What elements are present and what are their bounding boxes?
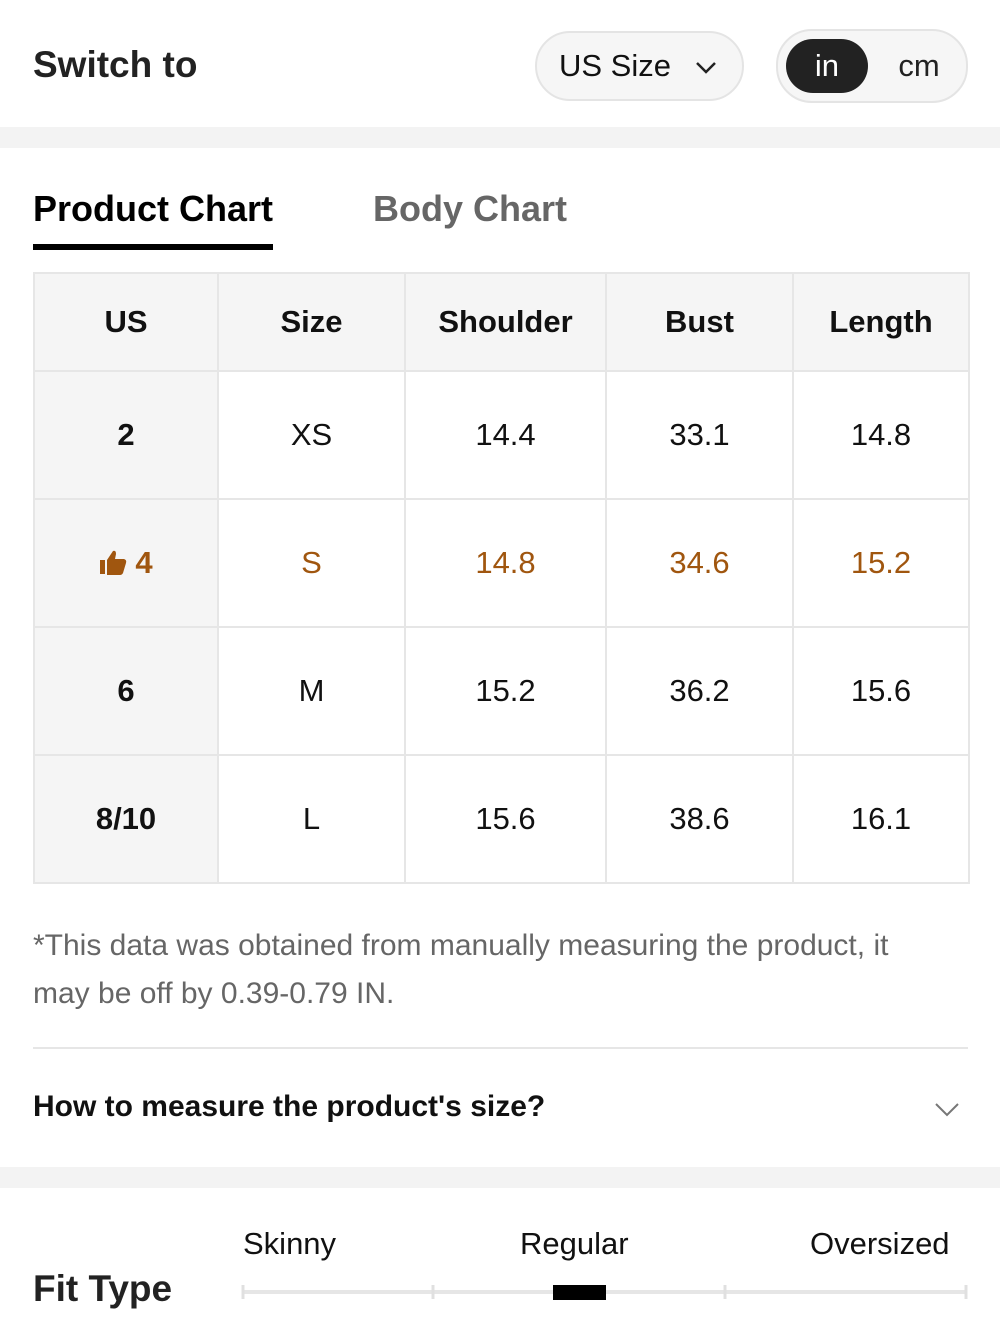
table-cell: XS [217,370,406,500]
cell-text: 15.2 [850,545,912,580]
table-cell: 38.6 [605,754,794,884]
column-header: Length [792,272,970,372]
table-cell: 15.2 [792,498,970,628]
cell-text: 15.6 [475,801,536,836]
accordion-icon[interactable] [934,1102,960,1118]
cell-text: S [301,545,322,580]
size-system-select[interactable]: US Size [535,31,744,101]
section-divider [0,1167,1000,1188]
cell-text: 8/10 [95,801,157,836]
table-cell: 16.1 [792,754,970,884]
table-cell: 14.8 [792,370,970,500]
table-cell: 2 [33,370,219,500]
fit-label: Oversized [810,1226,950,1261]
table-cell: 14.8 [404,498,607,628]
table-cell: L [217,754,406,884]
section-divider [0,127,1000,148]
cell-text: 6 [117,673,135,708]
fit-scale [241,1285,968,1300]
cell-text: 15.2 [475,673,536,708]
column-header: Size [217,272,406,372]
cell-text: 14.8 [475,545,536,580]
cell-text: 16.1 [850,801,912,836]
cell-text: 34.6 [669,545,730,580]
dropdown-icon [696,62,716,74]
table-cell: 15.6 [792,626,970,756]
cell-text: 36.2 [669,673,730,708]
cell-text: M [298,673,325,708]
column-header: Shoulder [404,272,607,372]
cell-text: XS [290,417,333,452]
table-cell: 33.1 [605,370,794,500]
table-row: 6 M 15.2 36.2 15.6 [33,626,970,756]
column-header: Bust [605,272,794,372]
size-table: US Size Shoulder Bust Length 2 XS 14.4 33.1 14.8 4… [33,272,970,884]
table-row: 4 S 14.8 34.6 15.2 [33,498,970,628]
fit-label: Skinny [243,1226,337,1261]
table-cell: 15.2 [404,626,607,756]
cell-text: 2 [117,417,135,452]
table-row: 2 XS 14.4 33.1 14.8 [33,370,970,500]
unit-toggle: in cm [776,29,968,103]
recommend-icon [100,550,127,575]
note: *This data was obtained from manually me… [33,929,889,1010]
cell-text: 14.4 [475,417,536,452]
header-title: Switch to [33,44,198,85]
fit-label: Regular [520,1226,629,1261]
table-cell: 36.2 [605,626,794,756]
table-cell: 8/10 [33,754,219,884]
table-cell: 4 [33,498,219,628]
column-header: US [33,272,219,372]
unit-option[interactable]: cm [898,48,940,83]
divider [33,1047,968,1049]
cell-text: 15.6 [850,673,912,708]
cell-text: 14.8 [850,417,912,452]
table-cell: S [217,498,406,628]
fit-indicator [553,1285,606,1300]
table-cell: 6 [33,626,219,756]
cell-text: 38.6 [669,801,730,836]
tab[interactable]: Product Chart [33,188,274,250]
cell-text: L [302,801,321,836]
fit-type-title: Fit Type [33,1268,173,1309]
table-cell: 34.6 [605,498,794,628]
unit-option[interactable]: in [786,39,868,93]
tab[interactable]: Body Chart [373,188,568,229]
size-system-label: US Size [559,48,671,83]
table-cell: 14.4 [404,370,607,500]
cell-text: 4 [135,545,153,580]
table-row: 8/10 L 15.6 38.6 16.1 [33,754,970,884]
table-cell: M [217,626,406,756]
accordion-title[interactable]: How to measure the product's size? [33,1090,546,1123]
table-cell: 15.6 [404,754,607,884]
cell-text: 33.1 [669,417,730,452]
